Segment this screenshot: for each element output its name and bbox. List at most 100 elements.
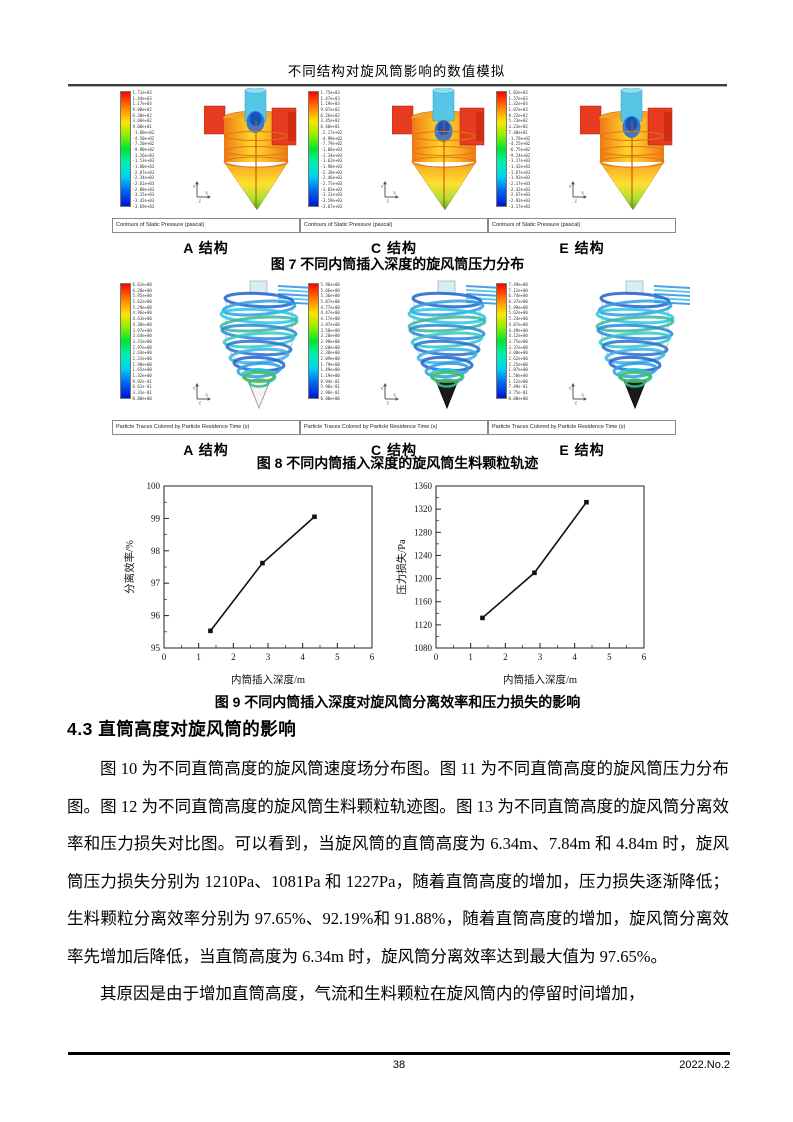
svg-text:Z: Z xyxy=(575,401,578,406)
cfd-panel: 7.49e+00 7.12e+00 6.74e+00 6.37e+00 5.99e+00… xyxy=(488,280,691,460)
structure-label: E 结构 xyxy=(559,240,605,256)
line-chart: 0 1 2 3 4 5 6 95 96 97 98 99 100 内筒插入深度/m 分离效率/% xyxy=(123,481,375,686)
colorbar: 6.61e+00 6.28e+00 5.95e+00 5.62e+00 5.29e+00… xyxy=(120,283,152,401)
axis-triad-icon: Y X Z xyxy=(381,181,399,204)
svg-text:3: 3 xyxy=(266,652,271,662)
figure9-charts: 0 1 2 3 4 5 6 95 96 97 98 99 100 内筒插入深度/m 分离效率/% 0 1 2 3 4… xyxy=(122,478,654,688)
page-title: 不同结构对旋风筒影响的数值模拟 xyxy=(287,64,506,79)
paragraph-2: 其原因是由于增加直筒高度，气流和生料颗粒在旋风筒内的停留时间增加， xyxy=(100,984,645,1003)
svg-text:Y: Y xyxy=(193,184,197,189)
cfd-panel: 1.82e+03 1.57e+03 1.32e+03 1.07e+03 8.22e+02… xyxy=(488,87,676,258)
panel-footer-label: Contours of Static Pressure (pascal) xyxy=(300,218,488,233)
pressure-contour-image xyxy=(579,87,673,211)
cyclone-graphic xyxy=(203,87,309,219)
paragraph-1: 图 10 为不同直筒高度的旋风筒速度场分布图。图 11 为不同直筒高度的旋风筒压… xyxy=(67,759,729,966)
panel-footer-label: Contours of Static Pressure (pascal) xyxy=(488,218,676,233)
svg-text:X: X xyxy=(205,191,209,196)
svg-text:Z: Z xyxy=(387,401,390,406)
svg-text:5: 5 xyxy=(607,652,612,662)
svg-text:内筒插入深度/m: 内筒插入深度/m xyxy=(231,673,305,686)
svg-text:X: X xyxy=(205,393,209,398)
panel-footer-label: Contours of Static Pressure (pascal) xyxy=(112,218,300,233)
svg-text:1280: 1280 xyxy=(414,527,433,537)
particle-traces-image xyxy=(595,280,691,410)
cfd-panel: 1.75e+03 1.47e+03 1.19e+03 9.07e+02 6.26e+02… xyxy=(300,87,488,258)
svg-text:95: 95 xyxy=(151,643,161,653)
svg-text:Y: Y xyxy=(193,386,197,391)
svg-text:0: 0 xyxy=(434,652,439,662)
axis-triad-icon: Y X Z xyxy=(569,383,587,406)
svg-text:1360: 1360 xyxy=(414,481,433,491)
svg-text:1160: 1160 xyxy=(414,597,432,607)
issue-label: 2022.No.2 xyxy=(679,1059,730,1071)
colorbar-gradient xyxy=(120,283,131,399)
svg-text:2: 2 xyxy=(503,652,508,662)
structure-label: A 结构 xyxy=(183,240,229,256)
svg-text:97: 97 xyxy=(151,578,161,588)
cyclone-graphic xyxy=(391,87,497,219)
cfd-panel: 6.61e+00 6.28e+00 5.95e+00 5.62e+00 5.29e+00… xyxy=(112,280,315,460)
svg-text:2: 2 xyxy=(231,652,236,662)
svg-text:X: X xyxy=(581,393,585,398)
svg-text:100: 100 xyxy=(147,481,161,491)
axis-triad-icon: Y X Z xyxy=(193,383,211,406)
colorbar-labels: 1.71e+03 1.44e+03 1.17e+03 9.00e+02 6.30e+02… xyxy=(132,90,155,209)
colorbar: 1.82e+03 1.57e+03 1.32e+03 1.07e+03 8.22e+02… xyxy=(496,91,530,209)
svg-text:3: 3 xyxy=(538,652,543,662)
svg-text:X: X xyxy=(393,393,397,398)
svg-text:压力损失/Pa: 压力损失/Pa xyxy=(395,539,408,595)
chart-separation-efficiency: 0 1 2 3 4 5 6 95 96 97 98 99 100 内筒插入深度/m 分离效率/% xyxy=(122,478,382,688)
figure8-caption: 图 8 不同内筒插入深度的旋风筒生料颗粒轨迹 xyxy=(256,455,539,471)
svg-text:Z: Z xyxy=(199,199,202,204)
colorbar-gradient xyxy=(308,283,319,399)
axis-triad-icon: Y X Z xyxy=(569,181,587,204)
svg-text:6: 6 xyxy=(370,652,375,662)
colorbar: 5.96e+00 5.66e+00 5.36e+00 5.07e+00 4.77e+00… xyxy=(308,283,340,401)
svg-text:1: 1 xyxy=(468,652,473,662)
cfd-image-area: 6.61e+00 6.28e+00 5.95e+00 5.62e+00 5.29e+00… xyxy=(112,280,315,418)
figure7-panels: 1.71e+03 1.44e+03 1.17e+03 9.00e+02 6.30e+02… xyxy=(112,87,678,258)
svg-text:1120: 1120 xyxy=(414,620,432,630)
figure8-panels: 6.61e+00 6.28e+00 5.95e+00 5.62e+00 5.29e+00… xyxy=(112,280,691,460)
figure9-caption: 图 9 不同内筒插入深度对旋风筒分离效率和压力损失的影响 xyxy=(214,694,581,710)
colorbar-gradient xyxy=(496,283,507,399)
footer-rule xyxy=(68,1052,730,1055)
svg-text:4: 4 xyxy=(572,652,577,662)
structure-label: C 结构 xyxy=(371,442,417,458)
svg-text:99: 99 xyxy=(151,513,161,523)
colorbar: 1.71e+03 1.44e+03 1.17e+03 9.00e+02 6.30e+02… xyxy=(120,91,154,209)
cfd-image-area: 7.49e+00 7.12e+00 6.74e+00 6.37e+00 5.99e+00… xyxy=(488,280,691,418)
panel-footer-label: Particle Traces Colored by Particle Resi… xyxy=(112,420,300,435)
axis-triad-icon: Y X Z xyxy=(193,181,211,204)
section-heading: 4.3 直筒高度对旋风筒的影响 xyxy=(67,719,297,739)
svg-text:X: X xyxy=(581,191,585,196)
colorbar: 7.49e+00 7.12e+00 6.74e+00 6.37e+00 5.99e+00… xyxy=(496,283,528,401)
body-text: 图 10 为不同直筒高度的旋风筒速度场分布图。图 11 为不同直筒高度的旋风筒压… xyxy=(67,750,729,1013)
cfd-image-area: 5.96e+00 5.66e+00 5.36e+00 5.07e+00 4.77e+00… xyxy=(300,280,503,418)
pressure-contour-image xyxy=(391,87,485,211)
colorbar-labels: 6.61e+00 6.28e+00 5.95e+00 5.62e+00 5.29e+00… xyxy=(132,282,152,401)
svg-text:1320: 1320 xyxy=(414,504,433,514)
cfd-image-area: 1.75e+03 1.47e+03 1.19e+03 9.07e+02 6.26e+02… xyxy=(300,87,488,216)
svg-text:X: X xyxy=(393,191,397,196)
svg-text:1080: 1080 xyxy=(414,643,433,653)
cfd-panel: 1.71e+03 1.44e+03 1.17e+03 9.00e+02 6.30e+02… xyxy=(112,87,300,258)
colorbar-labels: 7.49e+00 7.12e+00 6.74e+00 6.37e+00 5.99e+00… xyxy=(508,282,528,401)
header-rule xyxy=(68,84,727,86)
figure7-caption: 图 7 不同内筒插入深度的旋风筒压力分布 xyxy=(270,256,525,272)
colorbar-labels: 5.96e+00 5.66e+00 5.36e+00 5.07e+00 4.77e+00… xyxy=(320,282,340,401)
svg-text:1: 1 xyxy=(196,652,201,662)
panel-footer-label: Particle Traces Colored by Particle Resi… xyxy=(300,420,488,435)
svg-text:5: 5 xyxy=(335,652,340,662)
svg-text:内筒插入深度/m: 内筒插入深度/m xyxy=(503,673,577,686)
cyclone-graphic xyxy=(392,280,504,417)
colorbar-labels: 1.75e+03 1.47e+03 1.19e+03 9.07e+02 6.26e+02… xyxy=(320,90,343,209)
svg-text:Y: Y xyxy=(381,386,385,391)
cyclone-graphic xyxy=(579,87,685,219)
page-number: 38 xyxy=(392,1059,406,1071)
colorbar-gradient xyxy=(496,91,507,207)
svg-text:1200: 1200 xyxy=(414,574,433,584)
cfd-image-area: 1.71e+03 1.44e+03 1.17e+03 9.00e+02 6.30e+02… xyxy=(112,87,300,216)
colorbar: 1.75e+03 1.47e+03 1.19e+03 9.07e+02 6.26e+02… xyxy=(308,91,342,209)
